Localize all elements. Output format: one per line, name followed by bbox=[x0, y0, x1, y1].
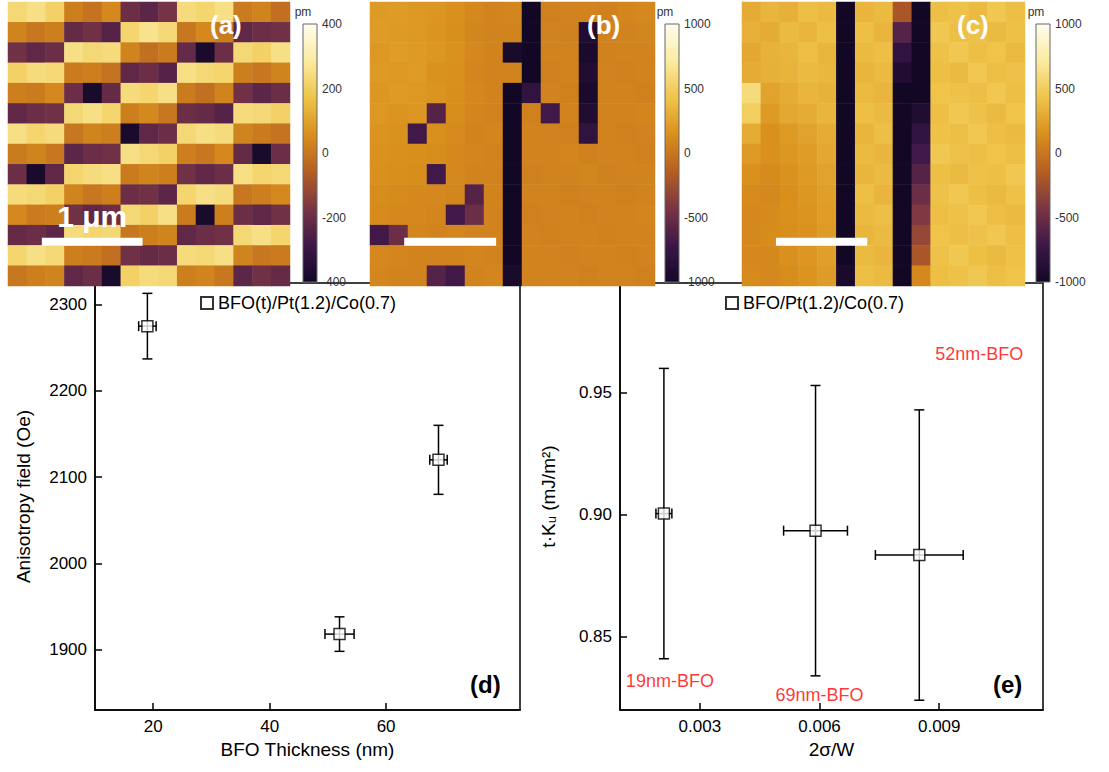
svg-text:Anisotropy field (Oe): Anisotropy field (Oe) bbox=[13, 410, 34, 583]
svg-text:0.95: 0.95 bbox=[579, 383, 612, 402]
svg-text:19nm-BFO: 19nm-BFO bbox=[626, 671, 714, 691]
svg-text:BFO(t)/Pt(1.2)/Co(0.7): BFO(t)/Pt(1.2)/Co(0.7) bbox=[218, 293, 396, 313]
svg-text:0.009: 0.009 bbox=[918, 717, 961, 736]
svg-text:0: 0 bbox=[1055, 146, 1062, 160]
svg-text:500: 500 bbox=[684, 82, 704, 96]
svg-text:500: 500 bbox=[1055, 82, 1075, 96]
svg-text:-1000: -1000 bbox=[684, 275, 715, 289]
svg-text:(d): (d) bbox=[470, 671, 501, 698]
svg-text:0.003: 0.003 bbox=[679, 717, 722, 736]
svg-text:(e): (e) bbox=[993, 671, 1022, 698]
svg-text:1000: 1000 bbox=[1055, 17, 1082, 31]
svg-text:1000: 1000 bbox=[684, 17, 711, 31]
svg-text:0.90: 0.90 bbox=[579, 505, 612, 524]
svg-text:(b): (b) bbox=[587, 10, 620, 40]
svg-text:400: 400 bbox=[322, 17, 342, 31]
svg-text:0: 0 bbox=[684, 146, 691, 160]
svg-text:52nm-BFO: 52nm-BFO bbox=[935, 344, 1023, 364]
svg-text:20: 20 bbox=[144, 717, 163, 736]
svg-text:-500: -500 bbox=[1055, 211, 1079, 225]
svg-text:1900: 1900 bbox=[49, 640, 87, 659]
svg-text:-500: -500 bbox=[684, 211, 708, 225]
svg-text:(c): (c) bbox=[957, 10, 989, 40]
svg-text:pm: pm bbox=[1028, 5, 1045, 19]
svg-text:60: 60 bbox=[377, 717, 396, 736]
svg-text:0.85: 0.85 bbox=[579, 627, 612, 646]
svg-text:(a): (a) bbox=[210, 10, 242, 40]
svg-text:-400: -400 bbox=[322, 275, 346, 289]
svg-text:pm: pm bbox=[295, 5, 312, 19]
svg-text:0.006: 0.006 bbox=[798, 717, 841, 736]
svg-text:2200: 2200 bbox=[49, 381, 87, 400]
svg-text:69nm-BFO: 69nm-BFO bbox=[776, 685, 864, 705]
svg-text:pm: pm bbox=[657, 5, 674, 19]
svg-text:2σ/W: 2σ/W bbox=[809, 739, 855, 760]
svg-text:1 μm: 1 μm bbox=[57, 200, 127, 233]
svg-text:0: 0 bbox=[322, 146, 329, 160]
svg-text:t·Kᵤ (mJ/m²): t·Kᵤ (mJ/m²) bbox=[538, 445, 559, 547]
svg-text:2300: 2300 bbox=[49, 295, 87, 314]
svg-text:2100: 2100 bbox=[49, 468, 87, 487]
svg-text:2000: 2000 bbox=[49, 554, 87, 573]
svg-text:-1000: -1000 bbox=[1055, 275, 1086, 289]
svg-text:40: 40 bbox=[260, 717, 279, 736]
svg-text:-200: -200 bbox=[322, 211, 346, 225]
svg-text:BFO/Pt(1.2)/Co(0.7): BFO/Pt(1.2)/Co(0.7) bbox=[743, 293, 904, 313]
svg-text:BFO Thickness (nm): BFO Thickness (nm) bbox=[221, 739, 395, 760]
svg-text:200: 200 bbox=[322, 82, 342, 96]
